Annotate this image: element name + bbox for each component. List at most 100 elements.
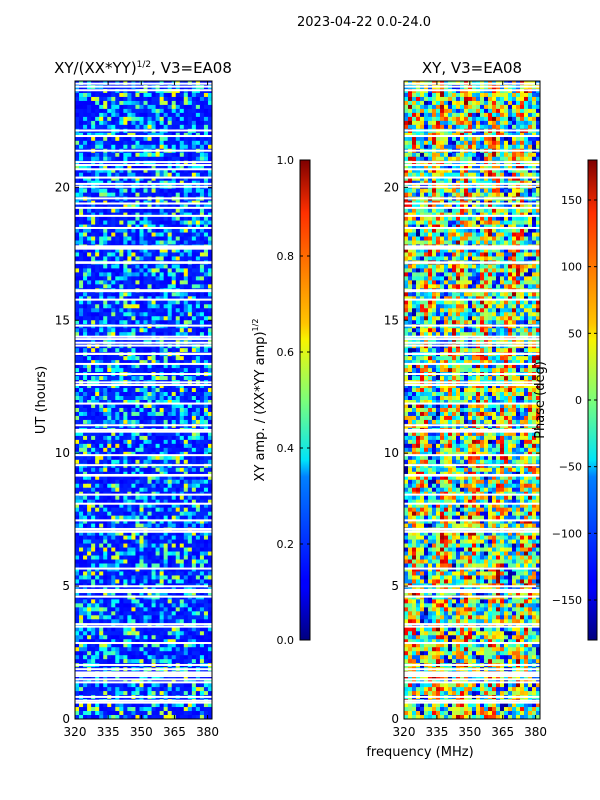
heatmap-cell <box>119 220 124 225</box>
heatmap-cell <box>95 152 100 158</box>
heatmap-cell <box>151 531 156 536</box>
heatmap-cell <box>99 471 104 477</box>
heatmap-cell <box>179 388 185 393</box>
heatmap-cell <box>139 623 144 628</box>
heatmap-cell <box>151 232 156 237</box>
heatmap-cell <box>207 176 213 182</box>
heatmap-cell <box>115 152 120 158</box>
heatmap-cell <box>147 435 152 441</box>
heatmap-cell <box>123 112 128 118</box>
heatmap-cell <box>175 523 181 528</box>
heatmap-cell <box>111 651 116 656</box>
heatmap-cell <box>87 100 92 106</box>
heatmap-cell <box>111 348 116 353</box>
heatmap-cell <box>167 443 173 449</box>
heatmap-cell <box>115 571 120 576</box>
heatmap-cell <box>203 451 209 457</box>
heatmap-cell <box>207 659 213 664</box>
heatmap-cell <box>151 635 156 640</box>
heatmap-cell <box>179 475 185 481</box>
heatmap-cell <box>151 611 156 616</box>
heatmap-cell <box>187 276 193 281</box>
heatmap-cell <box>139 236 144 241</box>
heatmap-cell <box>103 316 108 321</box>
heatmap-cell <box>123 515 128 521</box>
heatmap-cell <box>91 364 96 369</box>
heatmap-cell <box>207 575 213 580</box>
heatmap-cell <box>199 220 205 225</box>
heatmap-cell <box>135 555 140 560</box>
heatmap-cell <box>175 579 181 584</box>
heatmap-cell <box>123 475 128 481</box>
heatmap-cell <box>199 276 205 281</box>
heatmap-cell <box>115 216 120 221</box>
heatmap-cell <box>179 655 185 660</box>
heatmap-cell <box>75 388 80 393</box>
heatmap-cell <box>151 240 156 245</box>
heatmap-cell <box>155 471 161 477</box>
heatmap-cell <box>151 152 156 158</box>
heatmap-cell <box>119 308 124 313</box>
heatmap-cell <box>91 212 96 217</box>
heatmap-cell <box>123 507 128 513</box>
heatmap-cell <box>155 192 161 198</box>
heatmap-cell <box>87 519 92 525</box>
heatmap-cell <box>75 535 80 540</box>
heatmap-cell <box>143 579 148 584</box>
heatmap-cell <box>155 511 161 517</box>
heatmap-cell <box>187 212 193 217</box>
heatmap-cell <box>91 651 96 656</box>
heatmap-cell <box>155 619 161 624</box>
heatmap-cell <box>131 511 136 517</box>
heatmap-cell <box>103 655 108 660</box>
heatmap-cell <box>191 224 197 229</box>
heatmap-cell <box>191 531 197 536</box>
heatmap-cell <box>203 611 209 616</box>
heatmap-cell <box>195 320 201 325</box>
heatmap-cell <box>175 403 181 409</box>
heatmap-cell <box>119 240 124 245</box>
heatmap-cell <box>191 543 197 548</box>
heatmap-cell <box>187 284 193 289</box>
heatmap-cell <box>131 328 136 333</box>
heatmap-cell <box>115 635 120 640</box>
heatmap-cell <box>83 172 88 178</box>
heatmap-cell <box>103 487 108 493</box>
heatmap-cell <box>171 368 177 373</box>
heatmap-cell <box>95 631 100 636</box>
heatmap-cell <box>95 104 100 110</box>
heatmap-cell <box>111 280 116 285</box>
heatmap-cell <box>87 435 92 441</box>
heatmap-cell <box>83 615 88 620</box>
heatmap-cell <box>111 172 116 178</box>
heatmap-cell <box>107 332 112 337</box>
heatmap-cell <box>103 519 108 525</box>
heatmap-cell <box>151 312 156 317</box>
heatmap-cell <box>159 360 165 365</box>
heatmap-cell <box>147 619 152 624</box>
heatmap-cell <box>123 204 128 209</box>
heatmap-cell <box>111 140 116 146</box>
heatmap-cell <box>155 384 161 389</box>
heatmap-cell <box>107 643 112 648</box>
heatmap-cell <box>183 483 189 489</box>
heatmap-cell <box>83 439 88 445</box>
heatmap-cell <box>207 304 213 309</box>
heatmap-cell <box>111 120 116 126</box>
heatmap-cell <box>139 256 144 261</box>
heatmap-cell <box>187 292 193 297</box>
heatmap-cell <box>91 607 96 612</box>
heatmap-cell <box>99 136 104 142</box>
heatmap-cell <box>123 499 128 505</box>
heatmap-cell <box>87 328 92 333</box>
heatmap-cell <box>111 575 116 580</box>
heatmap-cell <box>99 120 104 126</box>
heatmap-cell <box>191 216 197 221</box>
heatmap-cell <box>155 308 161 313</box>
heatmap-cell <box>171 192 177 198</box>
heatmap-cell <box>127 272 132 277</box>
heatmap-cell <box>83 328 88 333</box>
heatmap-cell <box>175 100 181 106</box>
heatmap-cell <box>91 204 96 209</box>
heatmap-cell <box>179 276 185 281</box>
